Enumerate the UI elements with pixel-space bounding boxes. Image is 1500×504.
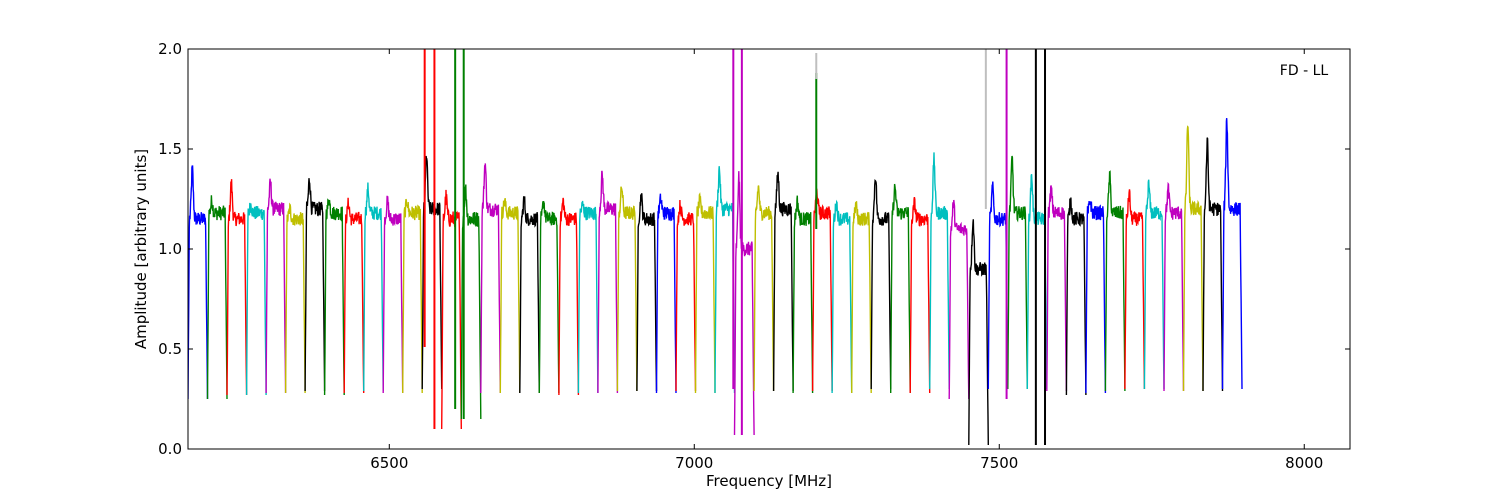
channel-line <box>772 171 794 392</box>
channel-line <box>538 200 560 394</box>
channel-line <box>265 178 287 394</box>
channel-line <box>1026 174 1048 390</box>
x-tick-label: 7000 <box>675 454 713 472</box>
channel-line <box>636 193 658 392</box>
channel-line <box>968 219 989 446</box>
channel-line <box>1163 181 1185 392</box>
channel-line <box>188 165 209 400</box>
channel-line <box>441 189 462 430</box>
channel-line <box>1065 197 1087 396</box>
channel-line <box>909 196 931 394</box>
y-tick-label: 2.0 <box>158 40 182 58</box>
channel-line <box>382 195 404 394</box>
y-axis-label: Amplitude [arbitrary units] <box>132 149 150 349</box>
channel-line <box>987 181 1009 390</box>
x-tick-label: 6500 <box>370 454 408 472</box>
x-axis: 6500 7000 7500 8000 <box>370 49 1323 472</box>
channel-line <box>616 186 638 392</box>
channel-line <box>1182 125 1204 392</box>
channel-line <box>363 182 384 392</box>
channel-line <box>480 163 501 394</box>
channel-line <box>577 200 599 394</box>
channel-line <box>792 195 814 394</box>
channel-line <box>948 199 970 400</box>
channel-line <box>831 199 853 394</box>
channel-line <box>1085 200 1107 394</box>
channel-line <box>499 197 521 394</box>
channel-line <box>402 198 423 394</box>
x-tick-label: 8000 <box>1285 454 1323 472</box>
channel-line <box>851 201 872 394</box>
channel-line <box>519 196 540 394</box>
channel-line <box>753 185 775 392</box>
y-tick-label: 0.0 <box>158 440 182 458</box>
channel-line <box>1143 179 1165 390</box>
channel-line <box>323 198 345 396</box>
channel-line <box>733 171 755 436</box>
channel-line <box>206 195 228 400</box>
channel-line <box>558 197 580 396</box>
channel-line <box>1221 118 1243 390</box>
channel-line <box>597 170 619 394</box>
y-axis: 0.0 0.5 1.0 1.5 2.0 <box>158 40 1350 458</box>
channel-line <box>694 192 716 394</box>
channel-line <box>714 166 736 394</box>
channel-line <box>226 179 248 396</box>
channel-line <box>890 183 911 394</box>
channel-line <box>1046 185 1068 392</box>
chart-annotation: FD - LL <box>1280 63 1329 79</box>
channel-line <box>655 193 677 394</box>
channel-line <box>343 197 365 394</box>
y-tick-label: 1.5 <box>158 140 182 158</box>
channel-line <box>675 199 697 392</box>
channel-line <box>870 179 892 390</box>
channel-line <box>304 178 326 392</box>
x-axis-label: Frequency [MHz] <box>706 472 832 490</box>
series-layer <box>188 118 1243 446</box>
spike-layer <box>423 49 1047 445</box>
channel-line <box>1202 137 1224 392</box>
channel-line <box>245 202 267 396</box>
y-tick-label: 1.0 <box>158 240 182 258</box>
channel-line <box>1124 189 1146 390</box>
channel-line <box>284 202 306 394</box>
x-tick-label: 7500 <box>980 454 1018 472</box>
y-tick-label: 0.5 <box>158 340 182 358</box>
channel-line <box>1007 155 1029 390</box>
channel-line <box>929 152 950 390</box>
channel-line <box>1104 170 1126 392</box>
